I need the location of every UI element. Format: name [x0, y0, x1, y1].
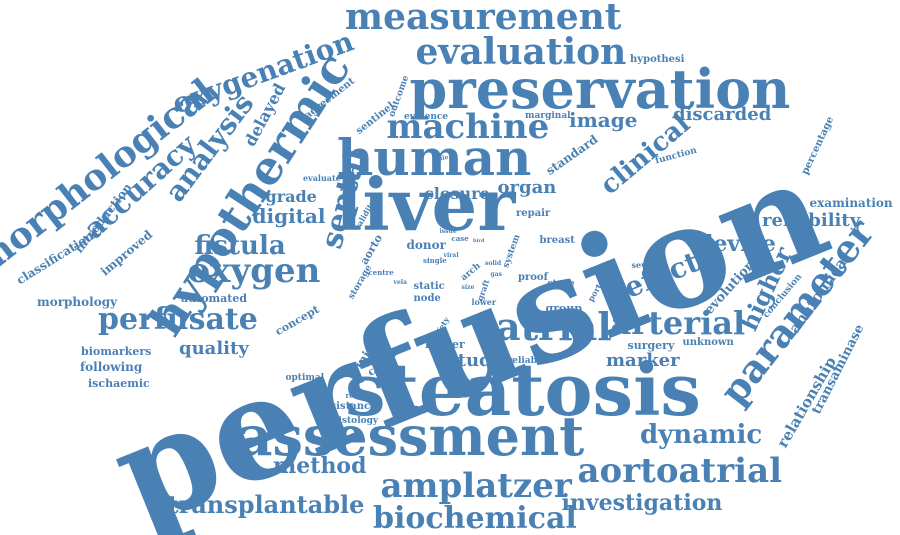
- word-perfusate: perfusate: [98, 302, 258, 337]
- word-investigation: investigation: [561, 490, 723, 516]
- word-reliable: reliable: [507, 355, 547, 366]
- word-repair: repair: [516, 208, 551, 219]
- word-preservation: preservation: [409, 57, 791, 121]
- word-dynamic: dynamic: [640, 420, 763, 450]
- word-amplatzer: amplatzer: [380, 466, 572, 506]
- word-gas: gas: [490, 271, 502, 278]
- word-surgery: surgery: [627, 338, 675, 352]
- word-resistance: resistance: [319, 401, 377, 412]
- word-organ: organ: [497, 177, 557, 198]
- word-evaluate: evaluate: [303, 173, 341, 183]
- word-breast: breast: [539, 235, 575, 246]
- word-unknown: unknown: [682, 337, 734, 348]
- word-digital: digital: [252, 204, 326, 228]
- word-liver: liver: [335, 162, 516, 247]
- word-optimal: optimal: [285, 372, 325, 383]
- word-human: human: [337, 128, 532, 187]
- word-biochemical: biochemical: [373, 501, 577, 535]
- word-stage: stage: [547, 278, 575, 289]
- word-percentage: percentage: [799, 115, 836, 177]
- word-histology: histology: [332, 415, 379, 426]
- word-vela: vela: [393, 279, 407, 286]
- word-quality: quality: [179, 338, 249, 359]
- word-steatosis: steatosis: [345, 347, 701, 432]
- word-static: static: [413, 281, 445, 292]
- word-severity: severity: [631, 260, 667, 270]
- word-ischaemic: ischaemic: [88, 376, 150, 390]
- word-discarded: discarded: [673, 104, 772, 125]
- word-following: following: [80, 360, 143, 374]
- word-size: size: [461, 284, 475, 291]
- word-langer: langer: [425, 337, 465, 351]
- word-evidence: evidence: [404, 111, 449, 122]
- word-marginal: marginal: [525, 110, 571, 121]
- word-arterial: arterial: [610, 304, 746, 342]
- word-device: device: [698, 231, 776, 257]
- word-hypothesi: hypothesi: [630, 54, 685, 65]
- word-marker: marker: [606, 350, 680, 371]
- word-aortoatrial: aortoatrial: [577, 451, 783, 491]
- word-study: study: [447, 350, 503, 371]
- word-bird: bird: [473, 237, 485, 244]
- word-reliability: reliability: [762, 210, 861, 231]
- word-node: node: [413, 293, 441, 304]
- word-case: case: [451, 233, 469, 243]
- word-assessment: assessment: [237, 404, 585, 468]
- word-solid: solid: [485, 260, 502, 267]
- word-closure: closure: [424, 184, 490, 203]
- word-transplantable: transplantable: [167, 490, 365, 519]
- word-viral: viral: [443, 252, 459, 259]
- word-result: result: [345, 390, 369, 400]
- word-evaluation: evaluation: [415, 31, 627, 73]
- word-examination: examination: [809, 196, 893, 210]
- word-grade: grade: [265, 187, 317, 206]
- word-biomarkers: biomarkers: [81, 344, 152, 358]
- word-atrial: atrial: [496, 304, 612, 349]
- word-lower: lower: [471, 297, 497, 307]
- word-fistula: fistula: [194, 231, 286, 261]
- word-standard: standard: [543, 132, 601, 178]
- word-automated: automated: [181, 291, 248, 305]
- word-donor: donor: [406, 238, 446, 252]
- word-single: single: [423, 255, 447, 265]
- word-group: group: [545, 301, 583, 315]
- word-machine: machine: [386, 107, 550, 147]
- word-measurement: measurement: [345, 0, 622, 38]
- word-image: image: [569, 108, 638, 132]
- word-issue: issue: [439, 228, 457, 235]
- word-proof: proof: [518, 272, 548, 283]
- word-oxygen: oxygen: [187, 251, 321, 291]
- word-morphology: morphology: [37, 295, 118, 309]
- word-method: method: [273, 453, 367, 479]
- word-centre: centre: [368, 267, 394, 277]
